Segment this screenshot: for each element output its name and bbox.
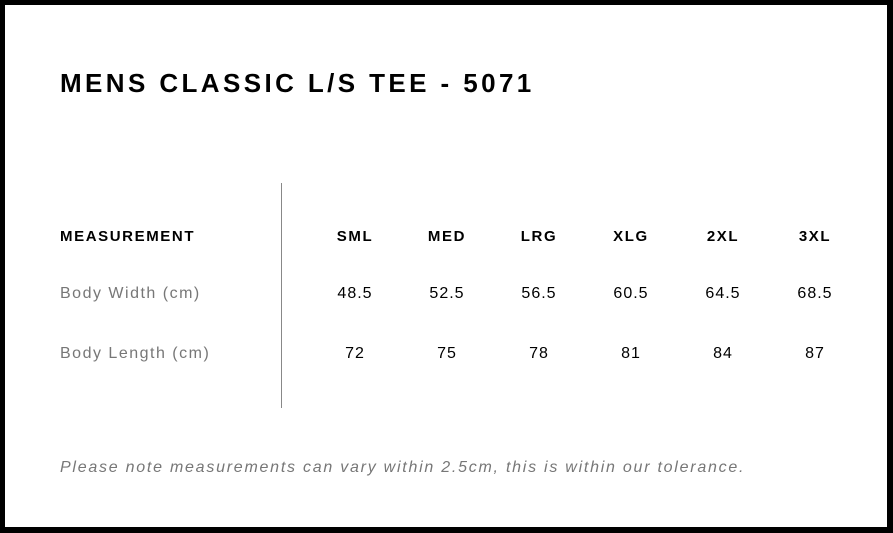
page-title: MENS CLASSIC L/S TEE - 5071 <box>60 68 535 98</box>
table-cell: 75 <box>437 345 457 362</box>
size-header: 2XL <box>706 228 740 245</box>
size-header: SML <box>336 228 374 245</box>
size-header: LRG <box>520 228 558 245</box>
table-cell: 60.5 <box>613 285 649 302</box>
size-header: XLG <box>613 228 649 245</box>
table-cell: 72 <box>345 345 365 362</box>
table-cell: 56.5 <box>521 285 557 302</box>
row-label: Body Width (cm) <box>60 285 201 302</box>
row-label: Body Length (cm) <box>60 345 211 362</box>
table-cell: 81 <box>621 345 641 362</box>
table-cell: 48.5 <box>337 285 373 302</box>
measurement-header: MEASUREMENT <box>60 228 196 245</box>
table-cell: 64.5 <box>705 285 741 302</box>
size-header: MED <box>427 228 467 245</box>
table-cell: 68.5 <box>797 285 833 302</box>
size-header: 3XL <box>798 228 832 245</box>
tolerance-note: Please note measurements can vary within… <box>60 459 746 476</box>
table-cell: 52.5 <box>429 285 465 302</box>
column-divider <box>281 183 282 408</box>
table-cell: 87 <box>805 345 825 362</box>
table-cell: 84 <box>713 345 733 362</box>
table-cell: 78 <box>529 345 549 362</box>
